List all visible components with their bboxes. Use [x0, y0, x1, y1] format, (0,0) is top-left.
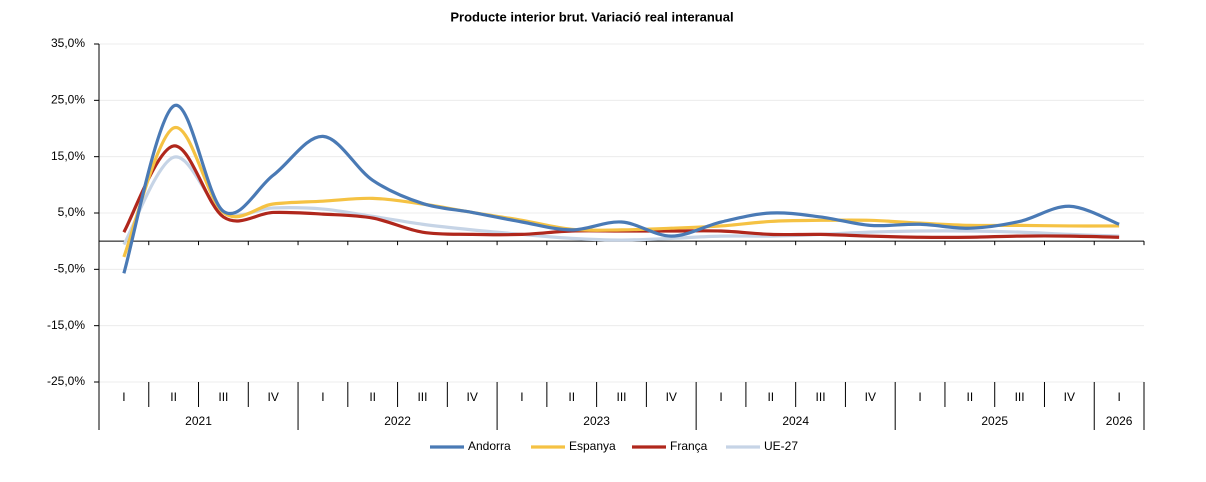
legend-label: UE-27 [764, 439, 798, 453]
x-tick-label: II [170, 390, 177, 404]
x-group-label: 2024 [782, 414, 809, 428]
series-line [122, 103, 1120, 274]
y-tick-label: 25,0% [51, 93, 85, 107]
x-tick-label: I [520, 390, 523, 404]
x-tick-label: I [122, 390, 125, 404]
x-tick-label: IV [267, 390, 278, 404]
x-tick-label: II [966, 390, 973, 404]
x-tick-label: II [767, 390, 774, 404]
chart-title: Producte interior brut. Variació real in… [450, 9, 733, 24]
legend-label: França [670, 439, 708, 453]
y-tick-label: -5,0% [54, 262, 86, 276]
x-tick-label: II [568, 390, 575, 404]
x-tick-label: III [417, 390, 427, 404]
y-tick-label: 15,0% [51, 149, 85, 163]
x-group-label: 2021 [185, 414, 212, 428]
x-tick-label: I [1117, 390, 1120, 404]
series-line [122, 155, 1120, 246]
x-tick-label: III [816, 390, 826, 404]
x-tick-label: III [616, 390, 626, 404]
x-tick-label: IV [865, 390, 876, 404]
x-tick-label: II [369, 390, 376, 404]
x-tick-label: I [918, 390, 921, 404]
x-tick-label: III [218, 390, 228, 404]
x-group-label: 2023 [583, 414, 610, 428]
x-tick-label: IV [1064, 390, 1075, 404]
x-group-label: 2026 [1106, 414, 1133, 428]
legend-label: Espanya [569, 439, 616, 453]
y-tick-label: -25,0% [47, 374, 85, 388]
legend-label: Andorra [468, 439, 511, 453]
x-tick-label: I [321, 390, 324, 404]
series-line [122, 144, 1120, 239]
y-tick-label: -15,0% [47, 318, 85, 332]
x-tick-label: I [719, 390, 722, 404]
y-tick-label: 35,0% [51, 36, 85, 50]
y-tick-label: 5,0% [58, 205, 86, 219]
series-line [122, 126, 1120, 258]
x-group-label: 2025 [981, 414, 1008, 428]
x-group-label: 2022 [384, 414, 411, 428]
x-tick-label: III [1015, 390, 1025, 404]
x-tick-label: IV [666, 390, 677, 404]
x-tick-label: IV [467, 390, 478, 404]
